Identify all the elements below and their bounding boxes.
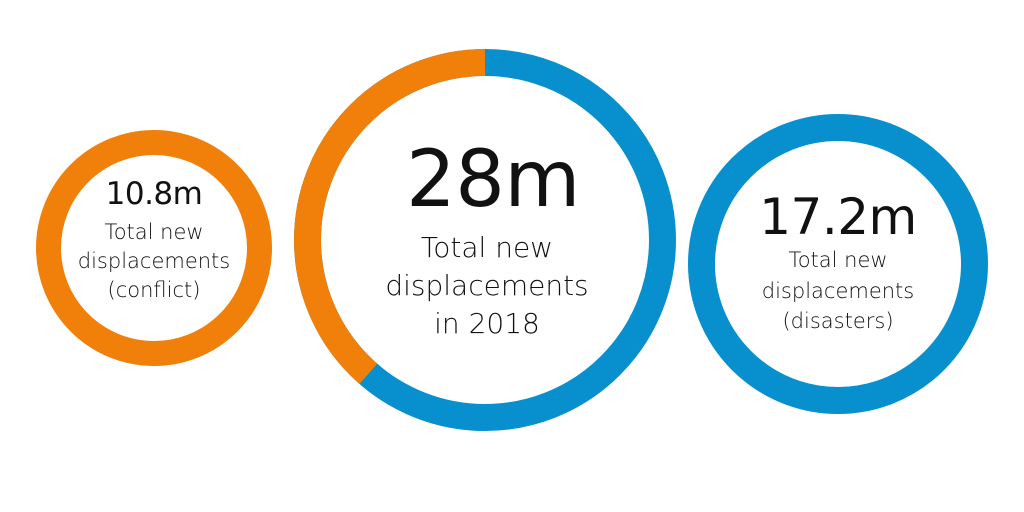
conflict-value: 10.8m xyxy=(105,176,203,212)
conflict-caption-line-3: (conflict) xyxy=(107,278,201,302)
conflict-caption-line-2: displacements xyxy=(77,249,231,273)
total-caption-line-1: Total new xyxy=(420,231,554,264)
disasters-caption-line-3: (disasters) xyxy=(782,309,894,333)
total-caption-line-3: in 2018 xyxy=(434,307,540,340)
disasters-value: 17.2m xyxy=(759,188,917,246)
total-caption-line-2: displacements xyxy=(385,269,589,302)
conflict-ring xyxy=(36,130,272,366)
disasters-caption-line-2: displacements xyxy=(761,279,915,303)
conflict-caption-line-1: Total new xyxy=(104,220,204,244)
disasters-ring xyxy=(688,114,988,414)
disasters-caption-line-1: Total new xyxy=(788,248,888,272)
total-value: 28m xyxy=(406,135,580,225)
total-ring-conflict-segment xyxy=(294,49,676,431)
